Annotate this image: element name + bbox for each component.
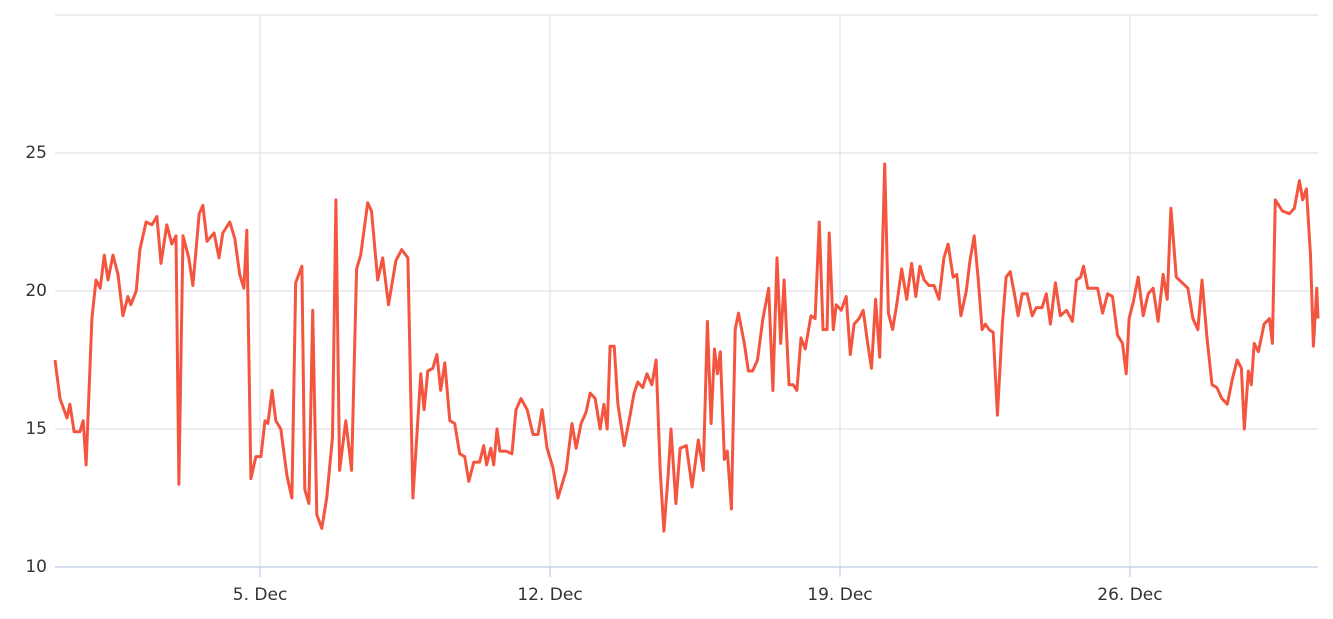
y-tick-label: 10 xyxy=(25,557,47,577)
y-tick-label: 15 xyxy=(25,419,47,439)
line xyxy=(53,162,1320,533)
y-tick-label: 20 xyxy=(25,281,47,301)
y-tick-label: 25 xyxy=(25,143,47,163)
x-tick-label: 19. Dec xyxy=(807,585,872,605)
x-tick-label: 5. Dec xyxy=(233,585,288,605)
x-tick-label: 12. Dec xyxy=(517,585,582,605)
x-tick-label: 26. Dec xyxy=(1097,585,1162,605)
